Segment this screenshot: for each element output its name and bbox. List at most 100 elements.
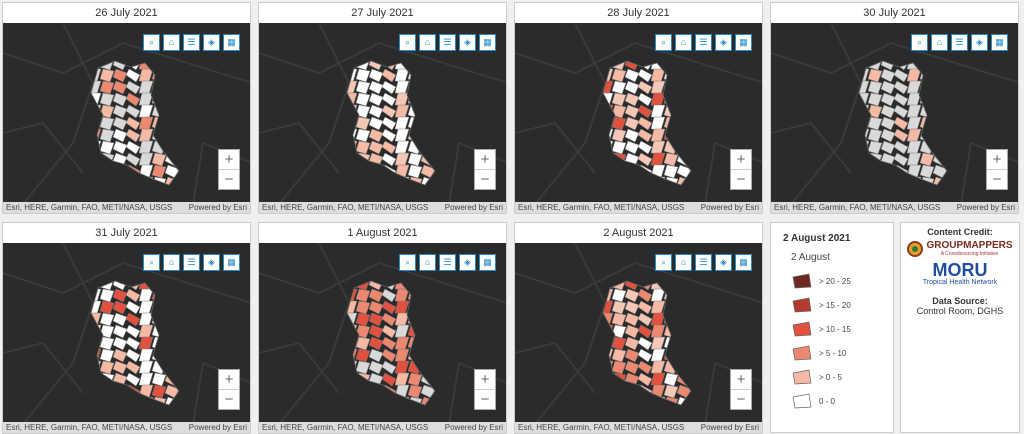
tool-button[interactable]: ⌕ <box>143 34 160 51</box>
district <box>880 128 896 143</box>
tool-button[interactable]: ☰ <box>695 254 712 271</box>
zoom-in[interactable]: + <box>219 150 239 170</box>
zoom-out[interactable]: − <box>992 171 1002 188</box>
road <box>259 121 340 174</box>
tool-button[interactable]: ⌕ <box>399 254 416 271</box>
tool-button[interactable]: ◈ <box>715 34 732 51</box>
zoom-out[interactable]: − <box>224 391 234 408</box>
district <box>164 384 179 399</box>
district <box>650 152 666 167</box>
powered-by: Powered by Esri <box>700 423 759 432</box>
district <box>624 128 640 143</box>
tool-button[interactable]: ▦ <box>479 254 496 271</box>
tool-button[interactable]: ◈ <box>459 34 476 51</box>
tool-button[interactable]: ▦ <box>735 34 752 51</box>
district <box>381 360 397 375</box>
district <box>893 164 909 179</box>
district <box>420 348 435 363</box>
district <box>689 92 691 107</box>
tool-button[interactable]: ◈ <box>203 254 220 271</box>
tool-button[interactable]: ▦ <box>223 254 240 271</box>
zoom-out[interactable]: − <box>736 171 746 188</box>
district <box>919 152 935 167</box>
district <box>347 176 358 185</box>
road <box>3 121 84 174</box>
tool-button[interactable]: ⌂ <box>163 254 180 271</box>
tool-button[interactable]: ☰ <box>439 254 456 271</box>
district <box>177 360 179 375</box>
district <box>394 336 410 351</box>
district <box>177 324 179 339</box>
legend-swatch <box>792 273 812 289</box>
toolbar: ⌕ ⌂ ☰ ◈ ▦ <box>143 254 240 271</box>
tool-button[interactable]: ⌂ <box>675 34 692 51</box>
zoom-in[interactable]: + <box>475 370 495 390</box>
tool-button[interactable]: ⌕ <box>911 34 928 51</box>
district <box>381 68 397 83</box>
tool-button[interactable]: ⌂ <box>163 34 180 51</box>
tool-button[interactable]: ▦ <box>991 34 1008 51</box>
zoom-in[interactable]: + <box>987 150 1007 170</box>
tool-button[interactable]: ☰ <box>951 34 968 51</box>
tool-button[interactable]: ◈ <box>971 34 988 51</box>
tool-button[interactable]: ☰ <box>183 34 200 51</box>
powered-by: Powered by Esri <box>444 423 503 432</box>
legend-label: > 20 - 25 <box>819 276 851 286</box>
map-canvas <box>259 23 506 204</box>
district <box>112 104 128 119</box>
district <box>177 384 179 399</box>
zoom-out[interactable]: − <box>224 171 234 188</box>
district <box>689 80 691 95</box>
road <box>515 341 596 394</box>
district <box>99 396 115 405</box>
district <box>637 152 653 167</box>
tool-button[interactable]: ⌂ <box>931 34 948 51</box>
tool-button[interactable]: ⌕ <box>399 34 416 51</box>
district <box>420 164 435 179</box>
district <box>637 336 653 351</box>
district <box>906 140 922 155</box>
zoom-out[interactable]: − <box>480 171 490 188</box>
tool-button[interactable]: ◈ <box>203 34 220 51</box>
district <box>394 360 410 375</box>
district <box>381 128 397 143</box>
district <box>164 300 179 315</box>
district <box>420 300 435 315</box>
tool-button[interactable]: ▦ <box>479 34 496 51</box>
legend-swatch <box>792 297 812 313</box>
tool-button[interactable]: ⌂ <box>675 254 692 271</box>
district <box>624 176 640 185</box>
district <box>347 348 358 363</box>
tool-button[interactable]: ⌂ <box>419 34 436 51</box>
tool-button[interactable]: ☰ <box>439 34 456 51</box>
tool-button[interactable]: ⌂ <box>419 254 436 271</box>
zoom-in[interactable]: + <box>731 150 751 170</box>
tool-button[interactable]: ⌕ <box>655 254 672 271</box>
zoom-in[interactable]: + <box>219 370 239 390</box>
district <box>637 61 653 71</box>
zoom-out[interactable]: − <box>736 391 746 408</box>
zoom-in[interactable]: + <box>731 370 751 390</box>
zoom-out[interactable]: − <box>480 391 490 408</box>
map-area: ⌕ ⌂ ☰ ◈ ▦ + − <box>515 243 762 424</box>
district <box>932 92 947 107</box>
district <box>611 176 627 185</box>
tool-button[interactable]: ◈ <box>459 254 476 271</box>
district <box>381 312 397 327</box>
tool-button[interactable]: ☰ <box>695 34 712 51</box>
tool-button[interactable]: ☰ <box>183 254 200 271</box>
district <box>867 176 883 185</box>
toolbar: ⌕ ⌂ ☰ ◈ ▦ <box>655 34 752 51</box>
tool-button[interactable]: ◈ <box>715 254 732 271</box>
district <box>945 128 947 143</box>
district <box>663 80 679 95</box>
district <box>177 300 179 315</box>
district <box>138 128 154 143</box>
tool-button[interactable]: ▦ <box>735 254 752 271</box>
district <box>433 396 435 405</box>
tool-button[interactable]: ⌕ <box>655 34 672 51</box>
tool-button[interactable]: ⌕ <box>143 254 160 271</box>
road <box>259 41 506 84</box>
tool-button[interactable]: ▦ <box>223 34 240 51</box>
zoom-in[interactable]: + <box>475 150 495 170</box>
